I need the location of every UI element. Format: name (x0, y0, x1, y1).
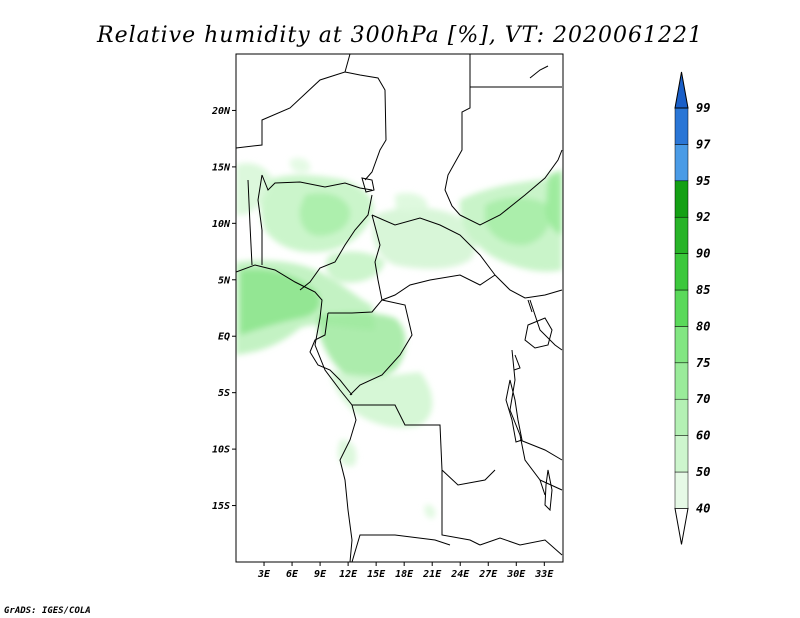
colorbar-level-label: 85 (696, 283, 710, 297)
border-niger-nigeria (261, 174, 373, 191)
colorbar-level-label: 70 (696, 392, 710, 406)
colorbar-segment (674, 289, 689, 327)
colorbar-level-label: 50 (696, 465, 710, 479)
rh-region-sahel-west (236, 163, 272, 215)
lon-tick-label: 3E (257, 569, 271, 580)
lake-kivu-edward (513, 299, 533, 371)
rh-region-east-edge (545, 170, 562, 235)
colorbar-segment (674, 471, 689, 509)
lat-tick-label: 5S (218, 388, 230, 399)
rh-region-congo (318, 312, 406, 380)
colorbar-level-label: 75 (696, 356, 710, 370)
colorbar-segment (674, 326, 689, 364)
colorbar-level-label: 80 (696, 319, 710, 333)
map-frame (235, 53, 564, 563)
border-gabon-congo (309, 312, 353, 396)
rh-region-nigeria-core (299, 193, 351, 236)
colorbar-segment (674, 362, 689, 400)
lon-tick-label: 6E (286, 569, 299, 580)
colorbar-level-label: 92 (696, 210, 710, 224)
longitude-axis: 3E 6E 9E 12E 15E 18E 21E 24E 27E 30E 33E (257, 562, 554, 580)
credit-text: GrADS: IGES/COLA (4, 606, 91, 616)
lake-chad (361, 177, 375, 193)
country-boundaries (236, 54, 563, 562)
border-niger-chad (344, 71, 387, 181)
colorbar-level-label: 97 (696, 137, 711, 151)
rh-region-patch-3 (290, 158, 311, 173)
lat-tick-label: 5N (218, 275, 231, 286)
lat-tick-label: EQ (218, 332, 230, 343)
lon-tick-label: 15E (367, 569, 386, 580)
colorbar-level-label: 95 (696, 174, 710, 188)
colorbar-max-triangle (674, 71, 689, 109)
lon-tick-label: 12E (339, 569, 358, 580)
rh-region-patch-1 (395, 193, 428, 214)
lon-tick-label: 21E (422, 569, 442, 580)
lon-tick-label: 27E (478, 569, 498, 580)
border-chad-car (371, 214, 496, 276)
border-mali-niger (236, 54, 351, 149)
border-car-drc (381, 274, 496, 301)
border-congo-drc (349, 299, 413, 396)
lake-malawi (544, 469, 553, 512)
colorbar-level-label: 40 (696, 501, 710, 515)
border-namibia (351, 534, 451, 562)
rh-region-patch-4 (424, 504, 436, 519)
colorbar-segment (674, 216, 689, 254)
border-uganda-kenya (529, 299, 563, 351)
rh-region-car-east (325, 251, 385, 283)
colorbar-min-triangle (674, 507, 689, 545)
lat-tick-label: 15S (212, 501, 230, 512)
rh-region-patch-2 (337, 439, 357, 467)
border-drc-angola (352, 404, 496, 486)
humidity-shading (236, 158, 562, 519)
lat-tick-label: 20N (211, 106, 231, 117)
lat-tick-label: 15N (212, 162, 231, 173)
latitude-axis: 20N 15N 10N 5N EQ 5S 10S 15S (211, 106, 236, 512)
border-nigeria-cameroon (299, 194, 373, 291)
rh-region-congo-south (330, 370, 433, 428)
border-benin-togo (247, 174, 263, 266)
rh-region-car (372, 207, 476, 269)
lat-tick-label: 10N (212, 219, 231, 230)
colorbar-level-label: 99 (696, 101, 710, 115)
lon-tick-label: 30E (506, 569, 526, 580)
border-zambia-zimbabwe (479, 537, 563, 556)
lon-tick-label: 9E (314, 569, 327, 580)
lon-tick-label: 33E (534, 569, 554, 580)
lon-tick-label: 18E (395, 569, 414, 580)
lake-tanganyika (505, 379, 523, 443)
red-sea-coast (529, 65, 549, 79)
colorbar-segment (674, 144, 689, 182)
colorbar-segment (674, 435, 689, 473)
colorbar: 40 50 60 70 75 80 85 90 92 95 97 99 (674, 71, 711, 545)
border-southsudan-drc (494, 274, 563, 299)
border-drc-east (509, 349, 546, 496)
chart-title: Relative humidity at 300hPa [%], VT: 202… (96, 23, 703, 48)
rh-region-ethiopia-core (485, 197, 551, 246)
colorbar-segment (674, 107, 689, 145)
colorbar-level-label: 90 (696, 247, 710, 261)
border-angola-zambia (441, 470, 481, 546)
coastline-west (236, 264, 357, 562)
border-chad-sudan (444, 54, 471, 216)
border-sudan-southsudan (459, 149, 563, 226)
lake-victoria (524, 317, 553, 349)
border-cameroon-car (328, 214, 383, 314)
rh-region-guinea-core (240, 269, 320, 335)
colorbar-segment (674, 253, 689, 291)
lat-tick-label: 10S (212, 445, 230, 456)
colorbar-segment (674, 180, 689, 218)
colorbar-level-label: 60 (696, 429, 710, 443)
colorbar-segment (674, 398, 689, 436)
lon-tick-label: 24E (450, 569, 470, 580)
